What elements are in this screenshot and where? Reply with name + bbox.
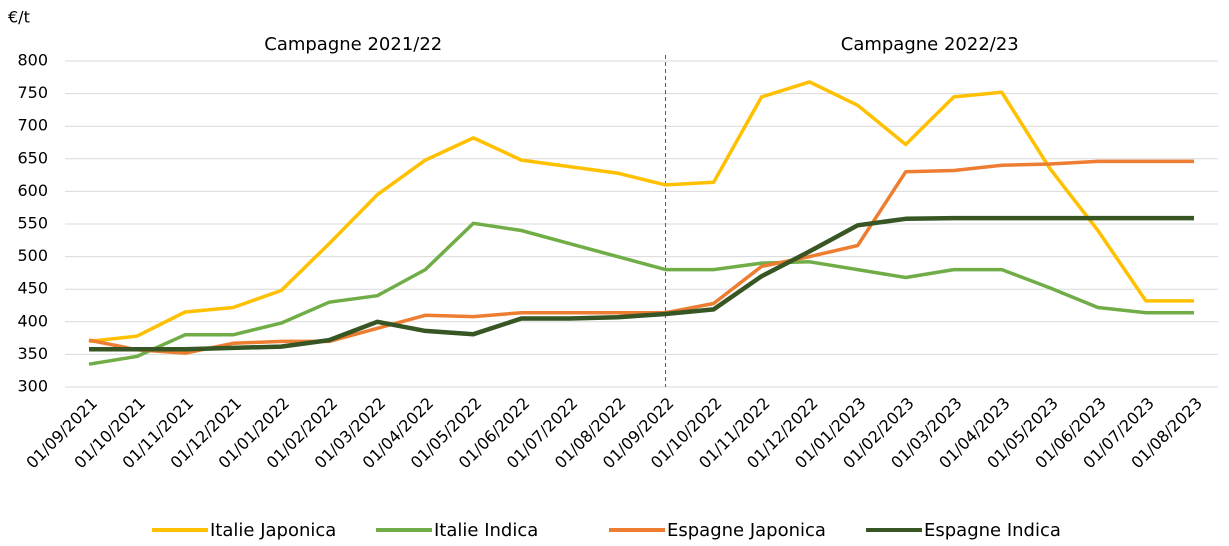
legend-label: Italie Indica <box>434 520 538 541</box>
y-axis-label: €/t <box>8 8 30 27</box>
y-tick-label: 450 <box>17 279 48 298</box>
annotation: Campagne 2021/22 <box>264 34 442 55</box>
y-tick-label: 550 <box>17 214 48 233</box>
y-tick-label: 650 <box>17 148 48 167</box>
y-tick-label: 350 <box>17 344 48 363</box>
y-tick-label: 800 <box>17 51 48 70</box>
series-line <box>88 159 1194 355</box>
y-tick-label: 400 <box>17 311 48 330</box>
legend-label: Italie Japonica <box>210 520 336 541</box>
annotation: Campagne 2022/23 <box>841 34 1019 55</box>
y-tick-label: 750 <box>17 83 48 102</box>
series-line <box>89 215 1194 352</box>
legend-label: Espagne Indica <box>924 520 1061 541</box>
y-tick-label: 600 <box>17 181 48 200</box>
y-tick-label: 700 <box>17 116 48 135</box>
series-line <box>88 80 1194 344</box>
series-line <box>88 221 1194 366</box>
y-tick-label: 500 <box>17 246 48 265</box>
legend-label: Espagne Japonica <box>667 520 826 541</box>
y-tick-label: 300 <box>17 377 48 396</box>
